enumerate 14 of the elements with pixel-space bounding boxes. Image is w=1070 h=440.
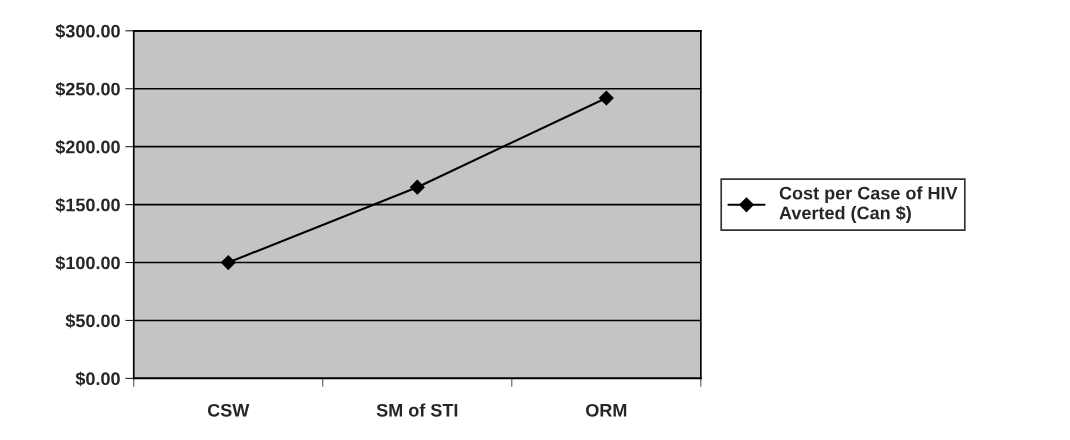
point: [220, 255, 236, 270]
point: [598, 90, 614, 106]
y-tick-label: $50.00: [65, 313, 120, 329]
legend-label: Cost per Case of HIV Averted (Can $): [779, 186, 958, 223]
y-tick-label: $100.00: [55, 255, 120, 271]
x-tick-label: CSW: [207, 403, 250, 417]
point: [409, 179, 425, 195]
x-tick-label: ORM: [586, 403, 627, 417]
y-tick-label: $0.00: [75, 371, 120, 387]
x-tick-label: SM of STI: [376, 403, 458, 417]
y-tick-label: $250.00: [55, 81, 120, 97]
y-tick-label: $150.00: [55, 197, 120, 213]
y-tick-label: $200.00: [55, 139, 120, 155]
y-tick-label: $300.00: [55, 23, 120, 39]
